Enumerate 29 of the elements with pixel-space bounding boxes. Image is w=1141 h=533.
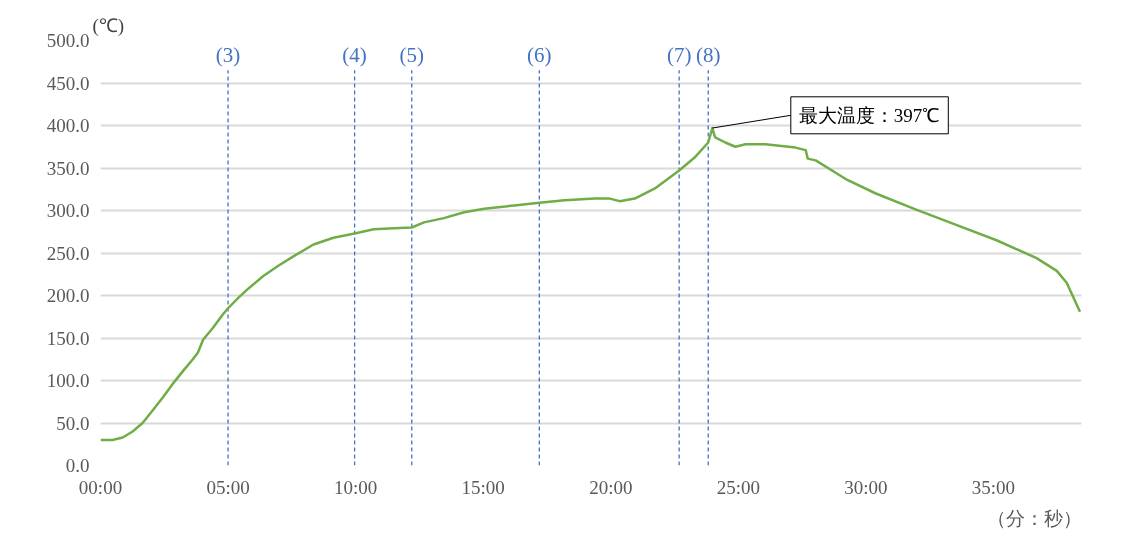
y-tick-label: 350.0 — [46, 157, 90, 179]
y-tick-label: 450.0 — [46, 72, 90, 94]
annotation: (3) — [215, 42, 241, 67]
y-tick-label: 500.0 — [46, 30, 90, 51]
annotation: 最大温度：397℃ — [798, 104, 941, 126]
annotation: (5) — [399, 42, 425, 67]
y-tick-label: 100.0 — [46, 370, 90, 391]
annotation: (8) — [695, 42, 721, 67]
x-tick-label: 05:00 — [206, 476, 250, 498]
x-tick-label: 30:00 — [844, 476, 888, 498]
y-tick-label: 200.0 — [46, 285, 90, 306]
y-tick-label: 50.0 — [56, 412, 90, 434]
x-tick-label: 15:00 — [461, 476, 505, 498]
y-tick-label: 150.0 — [46, 327, 90, 349]
y-tick-label: 0.0 — [65, 455, 90, 476]
x-tick-label: 00:00 — [78, 476, 123, 498]
x-tick-label: 10:00 — [334, 476, 378, 498]
x-tick-label: 35:00 — [971, 476, 1016, 498]
x-axis-title: （分：秒） — [986, 507, 1082, 529]
y-tick-label: 400.0 — [46, 115, 90, 136]
x-tick-label: 25:00 — [716, 476, 760, 498]
annotation: (6) — [527, 42, 552, 67]
annotation: (4) — [342, 42, 367, 67]
line-series — [100, 126, 1082, 442]
y-axis-title: (℃) — [92, 14, 125, 37]
y-tick-label: 250.0 — [46, 242, 90, 264]
x-tick-label: 20:00 — [589, 476, 633, 498]
annotation: (7) — [666, 42, 692, 67]
y-tick-label: 300.0 — [46, 200, 90, 221]
